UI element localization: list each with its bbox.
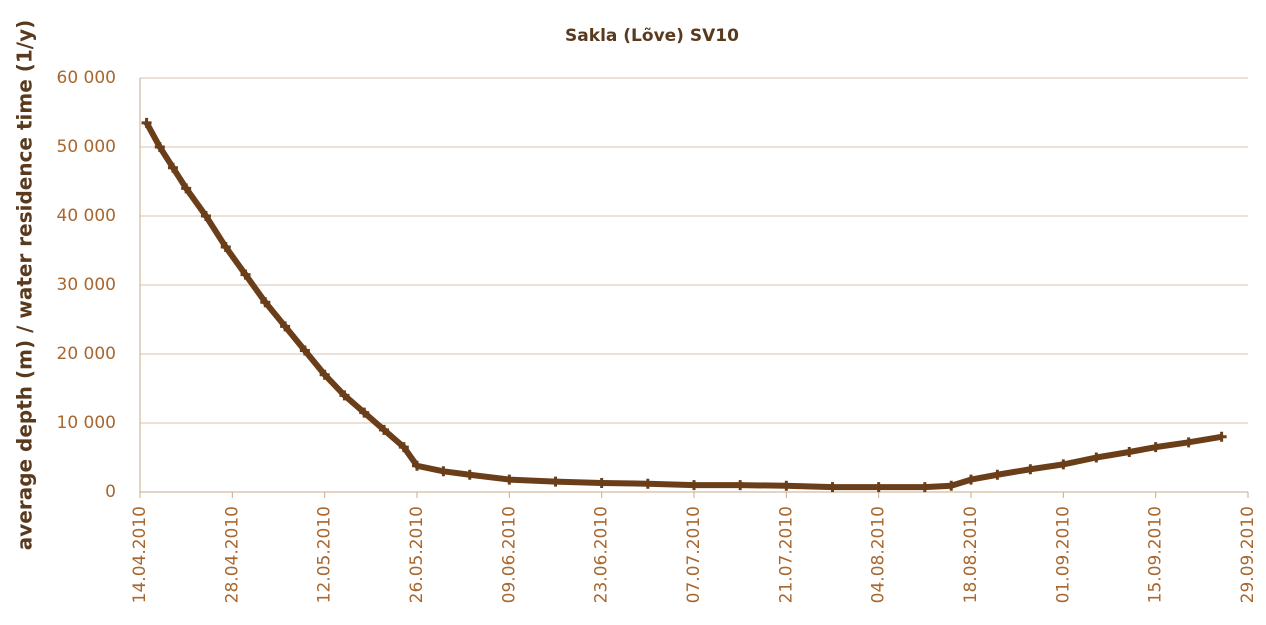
y-axis-label: average depth (m) / water residence time…	[13, 20, 37, 551]
data-point	[1216, 431, 1227, 442]
data-point	[141, 117, 152, 128]
data-point	[339, 390, 350, 401]
data-point	[873, 482, 884, 493]
x-tick-label: 01.09.2010	[1053, 506, 1073, 603]
data-point	[504, 474, 515, 485]
data-point	[642, 478, 653, 489]
data-point	[299, 345, 310, 356]
data-point	[966, 474, 976, 485]
data-point	[1025, 464, 1036, 475]
chart-title: Sakla (Lõve) SV10	[565, 26, 739, 46]
data-point	[280, 321, 291, 332]
data-point	[1091, 452, 1102, 463]
data-point	[260, 297, 271, 308]
x-tick-label: 18.08.2010	[961, 506, 981, 603]
data-point	[1058, 459, 1069, 470]
data-point	[735, 480, 746, 491]
x-tick-label: 07.07.2010	[684, 506, 704, 603]
x-tick-label: 23.06.2010	[592, 506, 612, 603]
y-tick-label: 50 000	[57, 137, 116, 157]
data-point	[946, 480, 957, 491]
data-point	[319, 369, 330, 380]
y-tick-label: 0	[105, 482, 116, 502]
data-point	[689, 480, 699, 491]
data-point	[398, 442, 409, 453]
data-point	[1150, 442, 1161, 453]
x-tick-label: 04.08.2010	[869, 506, 889, 603]
data-point	[827, 482, 838, 493]
data-point	[412, 460, 422, 471]
data-point	[240, 269, 251, 280]
data-point	[919, 482, 930, 493]
x-tick-label: 09.06.2010	[499, 506, 519, 603]
y-tick-label: 10 000	[57, 413, 116, 433]
y-tick-label: 60 000	[57, 68, 116, 88]
y-tick-label: 20 000	[57, 344, 116, 364]
data-point	[550, 476, 561, 487]
x-tick-label: 15.09.2010	[1146, 506, 1166, 603]
x-tick-label: 26.05.2010	[407, 506, 427, 603]
data-point	[200, 211, 211, 221]
x-tick-label: 29.09.2010	[1238, 506, 1258, 603]
x-tick-label: 14.04.2010	[130, 506, 150, 603]
data-point	[781, 480, 792, 491]
data-point	[181, 183, 192, 194]
x-tick-label: 12.05.2010	[315, 506, 335, 603]
y-tick-label: 30 000	[57, 275, 116, 295]
data-point	[379, 424, 390, 435]
data-point	[220, 242, 231, 253]
data-point	[438, 466, 449, 477]
data-line	[143, 121, 1223, 491]
data-point	[167, 162, 178, 173]
data-point	[1183, 437, 1194, 448]
data-point	[154, 142, 165, 152]
data-point	[1124, 446, 1135, 457]
x-tick-label: 28.04.2010	[222, 506, 242, 603]
data-point	[596, 478, 607, 489]
y-tick-label: 40 000	[57, 206, 116, 226]
data-point	[464, 469, 475, 480]
data-point	[992, 469, 1003, 480]
x-tick-label: 21.07.2010	[776, 506, 796, 603]
data-point	[359, 407, 370, 418]
